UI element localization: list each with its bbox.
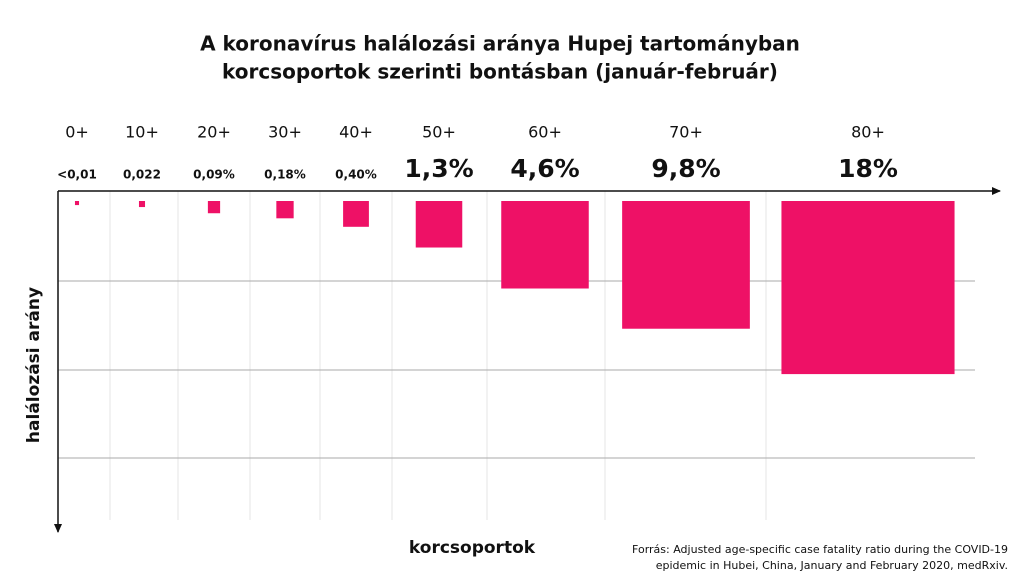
category-label: 0+ bbox=[65, 123, 89, 142]
square bbox=[415, 201, 463, 248]
category-label: 40+ bbox=[339, 123, 373, 142]
square bbox=[207, 201, 221, 214]
value-label: 9,8% bbox=[651, 154, 720, 183]
category-label: 80+ bbox=[851, 123, 885, 142]
value-label: 0,18% bbox=[264, 168, 306, 182]
value-label: 0,022 bbox=[123, 168, 161, 182]
category-label: 30+ bbox=[268, 123, 302, 142]
chart-title: A koronavírus halálozási aránya Hupej ta… bbox=[200, 32, 800, 56]
source-note: Forrás: Adjusted age-specific case fatal… bbox=[632, 543, 1008, 556]
square bbox=[343, 201, 369, 227]
value-label: 0,09% bbox=[193, 168, 235, 182]
value-label: 18% bbox=[838, 154, 898, 183]
square bbox=[138, 201, 146, 208]
y-axis-label: halálozási arány bbox=[24, 287, 44, 443]
value-label: 1,3% bbox=[404, 154, 473, 183]
vertical-separators bbox=[109, 191, 767, 520]
value-label: 0,40% bbox=[335, 168, 377, 182]
value-label: <0,01 bbox=[57, 168, 97, 182]
x-axis-label: korcsoportok bbox=[409, 538, 536, 558]
square bbox=[276, 201, 294, 219]
square bbox=[622, 201, 750, 329]
category-label: 70+ bbox=[669, 123, 703, 142]
category-label: 60+ bbox=[528, 123, 562, 142]
square bbox=[501, 201, 589, 289]
value-label: 4,6% bbox=[510, 154, 579, 183]
source-note: epidemic in Hubei, China, January and Fe… bbox=[656, 559, 1008, 572]
category-label: 20+ bbox=[197, 123, 231, 142]
category-label: 10+ bbox=[125, 123, 159, 142]
square bbox=[74, 201, 80, 206]
category-label: 50+ bbox=[422, 123, 456, 142]
chart-title: korcsoportok szerinti bontásban (január-… bbox=[222, 60, 778, 84]
square bbox=[781, 201, 955, 375]
